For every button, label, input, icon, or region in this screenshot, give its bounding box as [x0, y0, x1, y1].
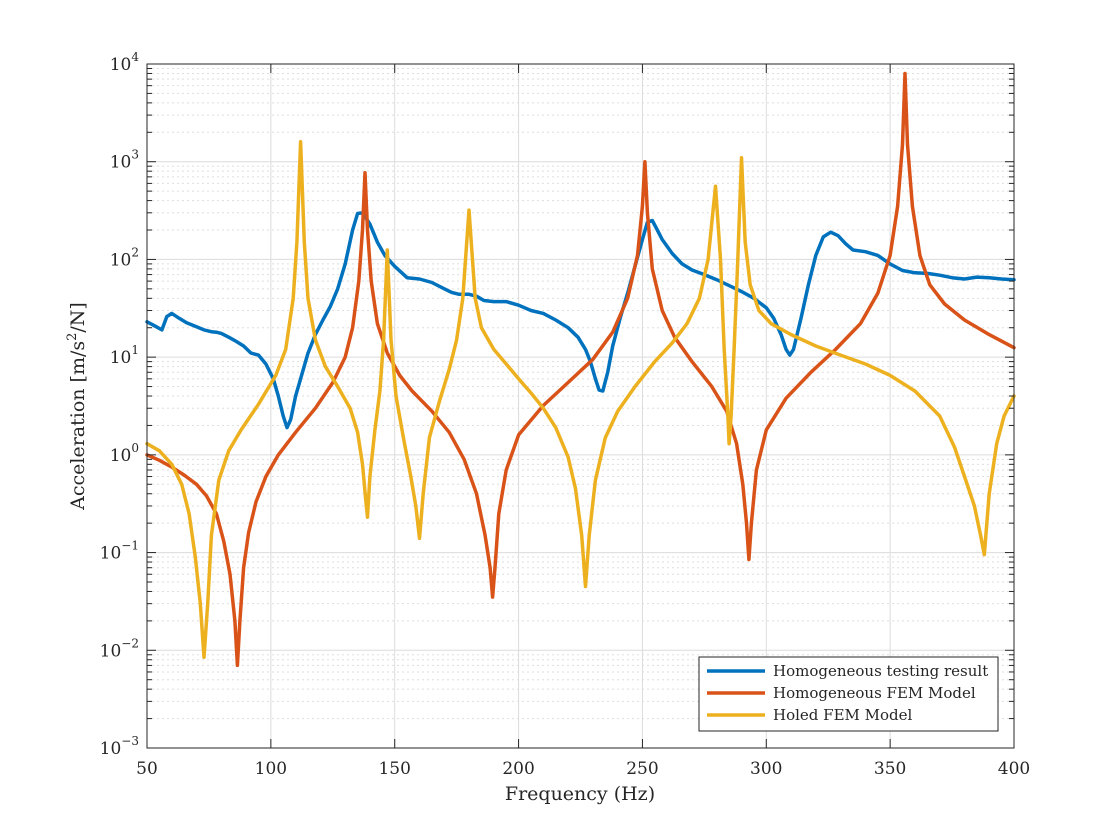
y-axis-label-main: Acceleration [m/s	[67, 341, 89, 511]
y-tick-label-base: 10	[110, 348, 132, 368]
x-tick-label: 300	[750, 759, 782, 779]
plot-frame	[146, 63, 1015, 749]
x-tick-label: 100	[255, 759, 287, 779]
y-tick-label-base: 10	[100, 739, 122, 759]
y-tick-label: 10−2	[100, 636, 139, 661]
y-tick-label-exponent: 2	[131, 245, 139, 259]
y-tick-label: 103	[110, 148, 139, 173]
y-tick-label-base: 10	[110, 153, 132, 173]
y-axis-label: Acceleration [m/s2/N]	[65, 302, 89, 511]
y-tick-label: 104	[110, 50, 140, 75]
x-tick-label: 50	[136, 759, 158, 779]
legend-label-homogeneous-fem: Homogeneous FEM Model	[773, 684, 976, 702]
series-layer	[145, 71, 1016, 668]
y-tick-label: 10−3	[100, 734, 139, 759]
y-tick-label-base: 10	[110, 250, 132, 270]
y-tick-label-base: 10	[100, 544, 122, 564]
x-tick-label: 200	[502, 759, 534, 779]
y-axis-label-tail: /N]	[67, 302, 89, 332]
y-tick-label-exponent: 3	[131, 148, 139, 162]
legend: Homogeneous testing result Homogeneous F…	[698, 656, 999, 732]
plot-area	[147, 64, 1014, 748]
y-tick-label-base: 10	[110, 446, 132, 466]
x-tick-label: 250	[626, 759, 658, 779]
x-axis-label: Frequency (Hz)	[505, 783, 655, 805]
y-tick-label: 100	[110, 441, 139, 466]
series-line-0	[145, 211, 1016, 430]
y-tick-label-base: 10	[110, 55, 132, 75]
y-tick-label-base: 10	[100, 641, 122, 661]
y-axis-label-exponent: 2	[65, 333, 80, 341]
y-tick-label-exponent: 4	[131, 50, 139, 64]
y-tick-label-exponent: 1	[131, 343, 139, 357]
x-tick-labels: 50 100 150 200 250 300 350 400	[136, 759, 1030, 779]
y-tick-label: 10−1	[100, 539, 139, 564]
x-tick-label: 350	[874, 759, 906, 779]
y-tick-label-exponent: −2	[121, 636, 139, 650]
series-line-2	[145, 140, 1016, 659]
y-tick-label-exponent: 0	[131, 441, 139, 455]
y-tick-label-exponent: −1	[121, 539, 139, 553]
legend-label-holed-fem: Holed FEM Model	[773, 706, 913, 724]
y-tick-label-exponent: −3	[121, 734, 139, 748]
y-tick-label: 101	[110, 343, 139, 368]
tick-marks	[146, 63, 1015, 749]
series-line-1	[145, 71, 1016, 668]
x-tick-label: 400	[998, 759, 1030, 779]
legend-label-testing: Homogeneous testing result	[773, 662, 988, 680]
y-tick-label: 102	[110, 245, 139, 270]
x-tick-label: 150	[378, 759, 410, 779]
